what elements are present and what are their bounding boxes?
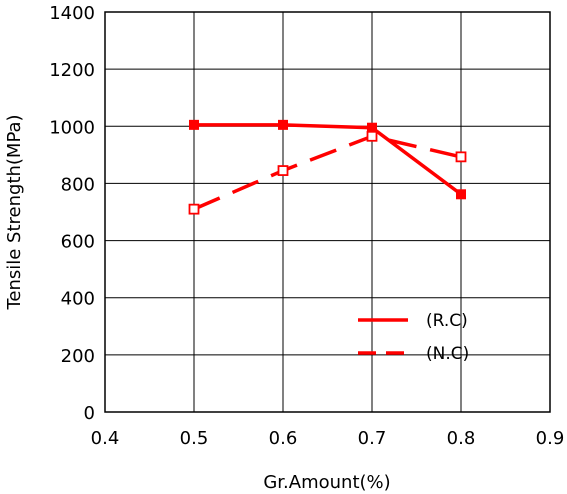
data-point-1 <box>189 119 199 130</box>
legend-label-2: (N.C) <box>426 344 469 364</box>
x-tick-label: 0.8 <box>447 428 476 449</box>
y-tick-label: 1000 <box>49 117 95 138</box>
y-tick-label: 400 <box>61 289 95 310</box>
data-point-1 <box>456 189 466 200</box>
y-tick-label: 800 <box>61 174 95 195</box>
data-point-1 <box>367 122 377 133</box>
data-point-1 <box>278 119 288 130</box>
y-tick-label: 1400 <box>49 3 95 24</box>
legend: (R.C) (N.C) <box>358 311 469 364</box>
y-tick-label: 0 <box>84 403 95 424</box>
series-line-1 <box>194 123 463 196</box>
data-point-2 <box>277 165 289 176</box>
x-tick-label: 0.7 <box>358 428 387 449</box>
data-point-2 <box>366 130 378 142</box>
y-axis-title: Tensile Strength(MPa) <box>4 114 25 310</box>
grid-lines <box>104 11 551 413</box>
data-point-2 <box>455 151 467 163</box>
x-tick-label: 0.6 <box>269 428 298 449</box>
x-tick-label: 0.4 <box>91 428 120 449</box>
x-axis-title: Gr.Amount(%) <box>263 472 390 493</box>
x-tick-label: 0.9 <box>536 428 565 449</box>
y-tick-label: 600 <box>61 232 95 253</box>
data-point-2 <box>188 203 200 215</box>
tick-labels: 0.4 0.5 0.6 0.7 0.8 0.9 0 200 400 600 800 1000 1200 1… <box>49 3 564 449</box>
x-tick-label: 0.5 <box>180 428 209 449</box>
series-layer <box>188 119 467 215</box>
plot-frame <box>104 11 551 413</box>
series-line-2 <box>193 134 462 211</box>
y-tick-label: 1200 <box>49 60 95 81</box>
legend-label-1: (R.C) <box>426 311 468 331</box>
y-tick-label: 200 <box>61 346 95 367</box>
